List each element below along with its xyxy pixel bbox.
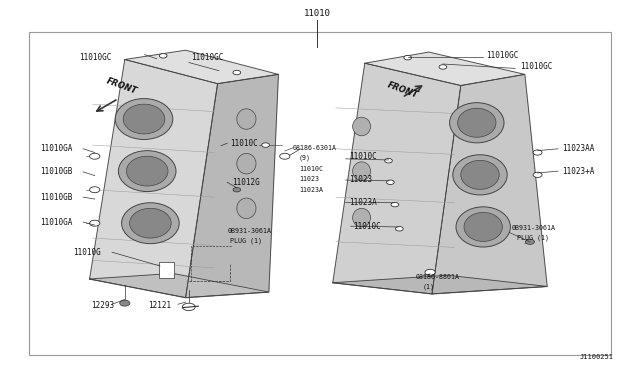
Circle shape: [233, 187, 241, 192]
Text: 11010C: 11010C: [349, 153, 377, 161]
Polygon shape: [365, 52, 525, 86]
Ellipse shape: [453, 155, 507, 195]
Circle shape: [404, 55, 412, 60]
Circle shape: [233, 70, 241, 75]
Text: 08186-6301A: 08186-6301A: [293, 145, 337, 151]
Circle shape: [262, 143, 269, 147]
Ellipse shape: [456, 207, 511, 247]
Circle shape: [182, 303, 195, 311]
Circle shape: [396, 227, 403, 231]
Text: 0B931-3061A: 0B931-3061A: [227, 228, 271, 234]
Ellipse shape: [464, 212, 502, 241]
Ellipse shape: [123, 104, 165, 134]
Polygon shape: [90, 60, 218, 298]
Polygon shape: [90, 273, 269, 298]
Circle shape: [159, 54, 167, 58]
Text: 11023: 11023: [349, 175, 372, 184]
Circle shape: [391, 202, 399, 207]
Circle shape: [90, 153, 100, 159]
Text: 11010GA: 11010GA: [40, 218, 72, 227]
Text: 12293: 12293: [92, 301, 115, 310]
Text: 08186-8801A: 08186-8801A: [416, 274, 460, 280]
Text: 11023A: 11023A: [300, 187, 324, 193]
Circle shape: [533, 172, 542, 177]
Text: 11023A: 11023A: [349, 198, 377, 207]
Ellipse shape: [127, 156, 168, 186]
Circle shape: [525, 239, 534, 244]
Text: 11023+A: 11023+A: [562, 167, 595, 176]
Text: 12121: 12121: [148, 301, 172, 310]
Text: 11010G: 11010G: [74, 248, 101, 257]
Text: 11010C: 11010C: [300, 166, 324, 172]
Text: PLUG (1): PLUG (1): [517, 234, 549, 241]
Polygon shape: [125, 50, 278, 84]
Text: 11010C: 11010C: [353, 222, 381, 231]
Text: FRONT: FRONT: [106, 76, 139, 96]
Text: 0B931-3061A: 0B931-3061A: [512, 225, 556, 231]
Ellipse shape: [237, 109, 256, 129]
Ellipse shape: [237, 153, 256, 174]
Circle shape: [90, 220, 100, 226]
Text: 11010GC: 11010GC: [520, 62, 552, 71]
Text: 11023: 11023: [300, 176, 319, 182]
Ellipse shape: [129, 208, 172, 238]
Polygon shape: [333, 275, 547, 294]
Ellipse shape: [118, 151, 176, 192]
Circle shape: [425, 269, 435, 275]
Text: 11010C: 11010C: [230, 139, 258, 148]
Text: 11010GA: 11010GA: [40, 144, 72, 153]
Circle shape: [385, 158, 392, 163]
Text: 11010: 11010: [303, 9, 330, 17]
Text: FRONT: FRONT: [386, 80, 419, 99]
Circle shape: [280, 153, 290, 159]
FancyBboxPatch shape: [159, 262, 174, 278]
Ellipse shape: [449, 103, 504, 143]
Ellipse shape: [458, 108, 496, 137]
Text: 11010GC: 11010GC: [486, 51, 519, 60]
Text: 11012G: 11012G: [232, 178, 260, 187]
Circle shape: [387, 180, 394, 185]
Ellipse shape: [353, 162, 371, 180]
Circle shape: [439, 65, 447, 69]
Ellipse shape: [122, 203, 179, 244]
Text: (1): (1): [422, 284, 435, 291]
Text: PLUG (1): PLUG (1): [230, 238, 262, 244]
Ellipse shape: [353, 208, 371, 227]
Text: J1100251: J1100251: [579, 354, 613, 360]
FancyBboxPatch shape: [29, 32, 611, 355]
Ellipse shape: [353, 117, 371, 136]
Ellipse shape: [115, 99, 173, 140]
Polygon shape: [432, 74, 547, 294]
Text: 11010GC: 11010GC: [191, 54, 223, 62]
Polygon shape: [333, 63, 461, 294]
Polygon shape: [186, 74, 278, 298]
Ellipse shape: [237, 198, 256, 219]
Text: 11023AA: 11023AA: [562, 144, 595, 153]
Circle shape: [90, 187, 100, 193]
Text: 11010GB: 11010GB: [40, 167, 72, 176]
Circle shape: [120, 300, 130, 306]
Ellipse shape: [461, 160, 499, 189]
Circle shape: [533, 150, 542, 155]
Text: 11010GC: 11010GC: [79, 54, 112, 62]
Text: (9): (9): [298, 155, 310, 161]
Text: 11010GB: 11010GB: [40, 193, 72, 202]
